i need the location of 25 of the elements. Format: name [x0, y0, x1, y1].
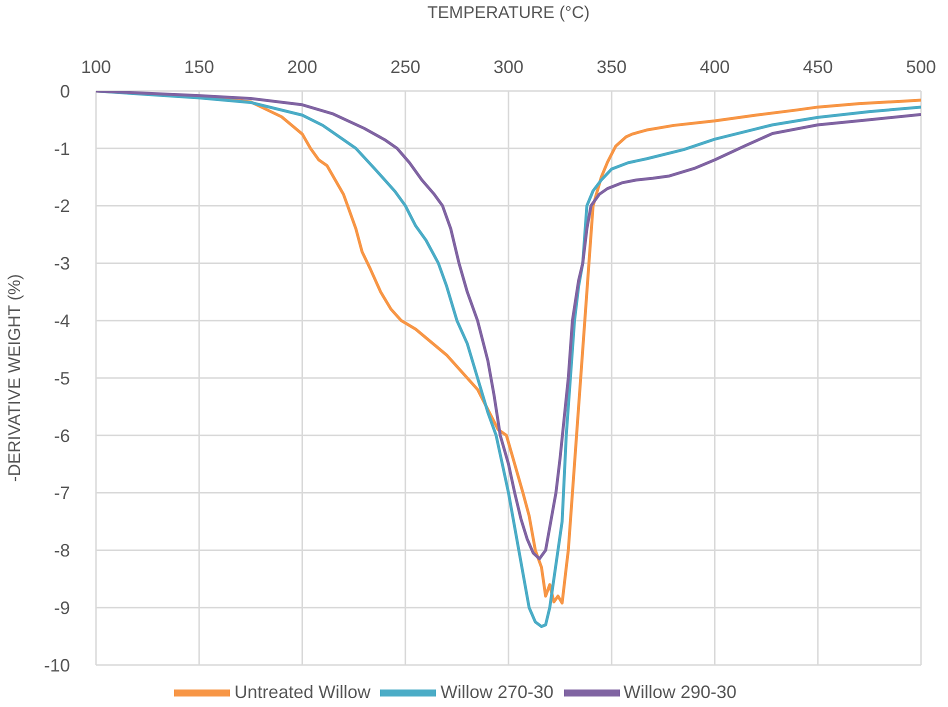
x-tick-label: 350	[596, 57, 627, 77]
y-tick-label: -1	[54, 138, 70, 159]
y-tick-label: -5	[54, 368, 70, 388]
x-tick-label: 500	[906, 57, 936, 77]
x-tick-label: 200	[287, 57, 318, 77]
x-tick-label: 400	[700, 57, 730, 77]
y-axis-title: -DERIVATIVE WEIGHT (%)	[5, 274, 24, 482]
y-tick-label: -10	[44, 655, 70, 676]
y-tick-label: -2	[54, 196, 70, 216]
y-tick-label: -9	[54, 598, 70, 618]
x-tick-label: 250	[390, 57, 420, 77]
legend-label: Untreated Willow	[234, 682, 370, 702]
y-tick-label: -3	[54, 254, 70, 274]
legend-label: Willow 270-30	[440, 682, 554, 702]
legend-label: Willow 290-30	[624, 682, 737, 702]
y-tick-label: -8	[54, 540, 70, 561]
x-axis-title: TEMPERATURE (°C)	[427, 3, 590, 22]
x-tick-label: 300	[493, 57, 524, 77]
y-tick-label: -6	[54, 426, 70, 446]
y-tick-label: 0	[60, 81, 70, 102]
x-tick-label: 150	[184, 57, 214, 77]
x-tick-label: 450	[802, 57, 833, 77]
x-tick-label: 100	[80, 57, 112, 77]
y-tick-label: -7	[54, 483, 70, 504]
y-tick-label: -4	[54, 310, 70, 331]
